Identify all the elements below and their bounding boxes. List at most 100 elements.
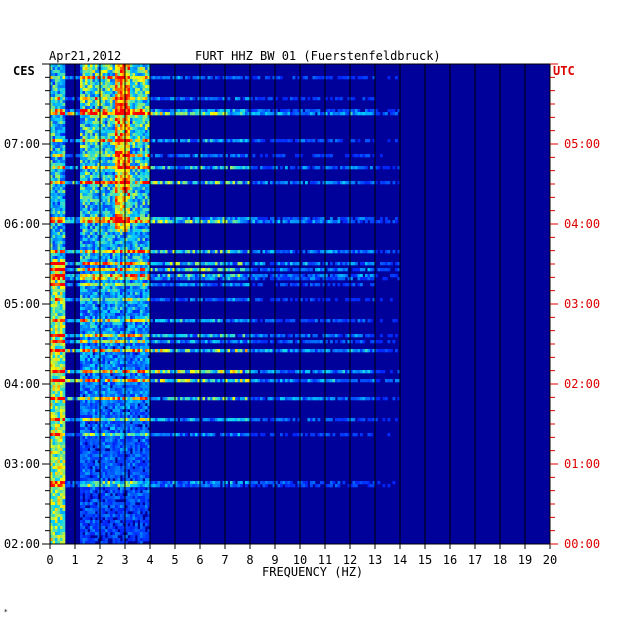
spectrogram-cell [317, 274, 321, 278]
spectrogram-cell [102, 202, 106, 206]
spectrogram-cell [132, 256, 136, 260]
spectrogram-cell [317, 109, 321, 113]
spectrogram-cell [142, 232, 146, 236]
spectrogram-cell [105, 91, 108, 95]
spectrogram-cell [157, 334, 161, 338]
spectrogram-cell [90, 289, 93, 293]
spectrogram-cell [72, 181, 76, 185]
spectrogram-cell [162, 217, 166, 221]
spectrogram-cell [235, 154, 238, 158]
spectrogram-cell [110, 307, 113, 311]
spectrogram-cell [115, 85, 118, 89]
spectrogram-cell [222, 277, 226, 281]
spectrogram-cell [375, 181, 378, 185]
spectrogram-cell [112, 178, 116, 182]
spectrogram-cell [55, 229, 58, 233]
spectrogram-cell [95, 187, 98, 191]
spectrogram-cell [85, 148, 88, 152]
spectrogram-cell [110, 145, 113, 149]
spectrogram-cell [110, 217, 113, 221]
spectrogram-cell [220, 154, 223, 158]
spectrogram-cell [147, 256, 151, 260]
spectrogram-cell [112, 169, 116, 173]
spectrogram-cell [125, 97, 128, 101]
spectrogram-cell [357, 109, 361, 113]
spectrogram-cell [110, 166, 113, 170]
spectrogram-cell [115, 232, 118, 236]
spectrogram-cell [120, 94, 123, 98]
spectrogram-cell [62, 331, 66, 335]
spectrogram-cell [292, 268, 296, 272]
spectrogram-cell [355, 109, 358, 113]
spectrogram-cell [55, 157, 58, 161]
spectrogram-cell [120, 211, 123, 215]
spectrogram-cell [197, 262, 201, 266]
spectrogram-cell [107, 247, 111, 251]
spectrogram-cell [142, 304, 146, 308]
spectrogram-cell [235, 112, 238, 116]
spectrogram-cell [122, 94, 126, 98]
spectrogram-cell [130, 85, 133, 89]
spectrogram-cell [120, 97, 123, 101]
spectrogram-cell [117, 217, 121, 221]
spectrogram-cell [117, 223, 121, 227]
spectrogram-cell [165, 274, 168, 278]
spectrogram-cell [62, 205, 66, 209]
spectrogram-cell [285, 220, 288, 224]
spectrogram-cell [52, 82, 56, 86]
spectrogram-cell [297, 340, 301, 344]
spectrogram-cell [265, 274, 268, 278]
spectrogram-cell [130, 208, 133, 212]
spectrogram-cell [375, 274, 378, 278]
spectrogram-cell [120, 85, 123, 89]
spectrogram-cell [112, 175, 116, 179]
spectrogram-cell [117, 67, 121, 71]
spectrogram-cell [345, 76, 348, 80]
spectrogram-cell [82, 211, 86, 215]
spectrogram-cell [145, 166, 148, 170]
spectrogram-cell [115, 187, 118, 191]
spectrogram-cell [80, 322, 83, 326]
spectrogram-cell [60, 217, 63, 221]
spectrogram-cell [367, 154, 371, 158]
spectrogram-cell [102, 211, 106, 215]
spectrogram-cell [80, 286, 83, 290]
spectrogram-cell [97, 259, 101, 263]
spectrogram-cell [50, 205, 53, 209]
spectrogram-cell [137, 271, 141, 275]
spectrogram-cell [52, 259, 56, 263]
spectrogram-cell [92, 256, 96, 260]
spectrogram-cell [162, 139, 166, 143]
spectrogram-cell [260, 262, 263, 266]
spectrogram-cell [322, 166, 326, 170]
spectrogram-cell [142, 271, 146, 275]
spectrogram-cell [130, 97, 133, 101]
spectrogram-cell [135, 283, 138, 287]
spectrogram-cell [110, 322, 113, 326]
spectrogram-cell [172, 334, 176, 338]
spectrogram-cell [132, 265, 136, 269]
spectrogram-cell [120, 163, 123, 167]
spectrogram-cell [130, 181, 133, 185]
spectrogram-cell [275, 112, 278, 116]
spectrogram-cell [87, 97, 91, 101]
spectrogram-cell [80, 172, 83, 176]
spectrogram-cell [300, 274, 303, 278]
spectrogram-cell [120, 106, 123, 110]
spectrogram-cell [115, 193, 118, 197]
spectrogram-cell [132, 316, 136, 320]
spectrogram-cell [92, 322, 96, 326]
spectrogram-cell [380, 250, 383, 254]
spectrogram-cell [62, 235, 66, 239]
spectrogram-cell [57, 163, 61, 167]
spectrogram-cell [107, 136, 111, 140]
spectrogram-cell [287, 250, 291, 254]
spectrogram-cell [105, 193, 108, 197]
spectrogram-cell [255, 319, 258, 323]
spectrogram-cell [55, 220, 58, 224]
spectrogram-cell [325, 109, 328, 113]
spectrogram-cell [67, 334, 71, 338]
spectrogram-cell [280, 274, 283, 278]
spectrogram-cell [285, 340, 288, 344]
spectrogram-cell [95, 343, 98, 347]
